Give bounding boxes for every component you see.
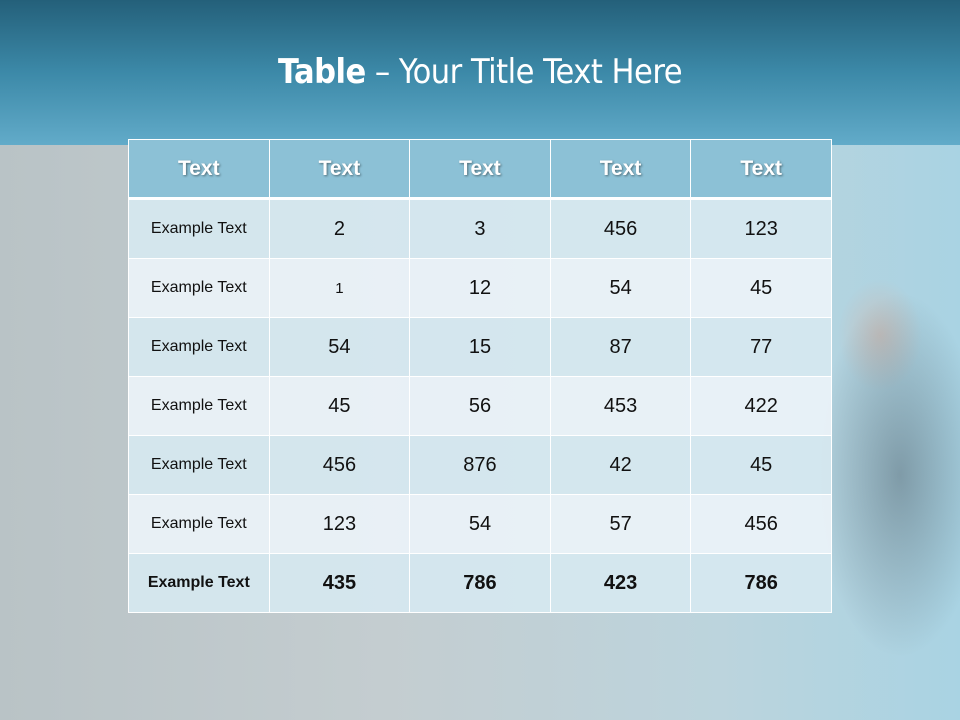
column-header: Text (549, 139, 692, 200)
table-cell: 453 (549, 376, 692, 436)
table-cell: 435 (268, 553, 411, 613)
table-cell: 786 (690, 553, 832, 613)
table-cell: 54 (409, 494, 551, 554)
header-row: Text Text Text Text Text (128, 139, 832, 200)
column-header: Text (690, 139, 832, 200)
title-band (0, 0, 960, 145)
row-label: Example Text (128, 553, 270, 613)
table-cell: 12 (409, 258, 551, 318)
table-cell: 423 (549, 553, 692, 613)
table-row: Example Text 1 12 54 45 (128, 258, 832, 318)
table-cell: 456 (549, 198, 692, 259)
table-row: Example Text 456 876 42 45 (128, 435, 832, 495)
table-cell: 45 (690, 258, 832, 318)
row-label: Example Text (128, 435, 270, 495)
row-label: Example Text (128, 258, 270, 318)
table-cell: 3 (409, 198, 551, 259)
row-label: Example Text (128, 494, 270, 554)
column-header: Text (128, 139, 270, 200)
table-cell: 123 (268, 494, 411, 554)
table-cell: 45 (690, 435, 832, 495)
title-rest: – Your Title Text Here (365, 52, 683, 92)
table-cell: 54 (268, 317, 411, 377)
table-cell: 87 (549, 317, 692, 377)
data-table: Text Text Text Text Text Example Text 2 3 4… (128, 139, 832, 613)
table-row: Example Text 45 56 453 422 (128, 376, 832, 436)
table-cell: 422 (690, 376, 832, 436)
slide-title: Table – Your Title Text Here (0, 52, 960, 92)
table-row: Example Text 54 15 87 77 (128, 317, 832, 377)
table-cell: 45 (268, 376, 411, 436)
row-label: Example Text (128, 198, 270, 259)
table-cell: 123 (690, 198, 832, 259)
row-label: Example Text (128, 317, 270, 377)
column-header: Text (409, 139, 551, 200)
table-cell: 57 (549, 494, 692, 554)
total-row: Example Text 435 786 423 786 (128, 553, 832, 613)
table-row: Example Text 2 3 456 123 (128, 198, 832, 259)
table-cell: 2 (268, 198, 411, 259)
table-cell: 56 (409, 376, 551, 436)
table-cell: 786 (409, 553, 551, 613)
table-cell: 1 (268, 258, 411, 318)
table-row: Example Text 123 54 57 456 (128, 494, 832, 554)
table-cell: 15 (409, 317, 551, 377)
column-header: Text (268, 139, 411, 200)
table-cell: 77 (690, 317, 832, 377)
table-cell: 54 (549, 258, 692, 318)
title-bold: Table (277, 52, 366, 92)
table-cell: 456 (268, 435, 411, 495)
table-cell: 876 (409, 435, 551, 495)
row-label: Example Text (128, 376, 270, 436)
table-cell: 456 (690, 494, 832, 554)
table-cell: 42 (549, 435, 692, 495)
